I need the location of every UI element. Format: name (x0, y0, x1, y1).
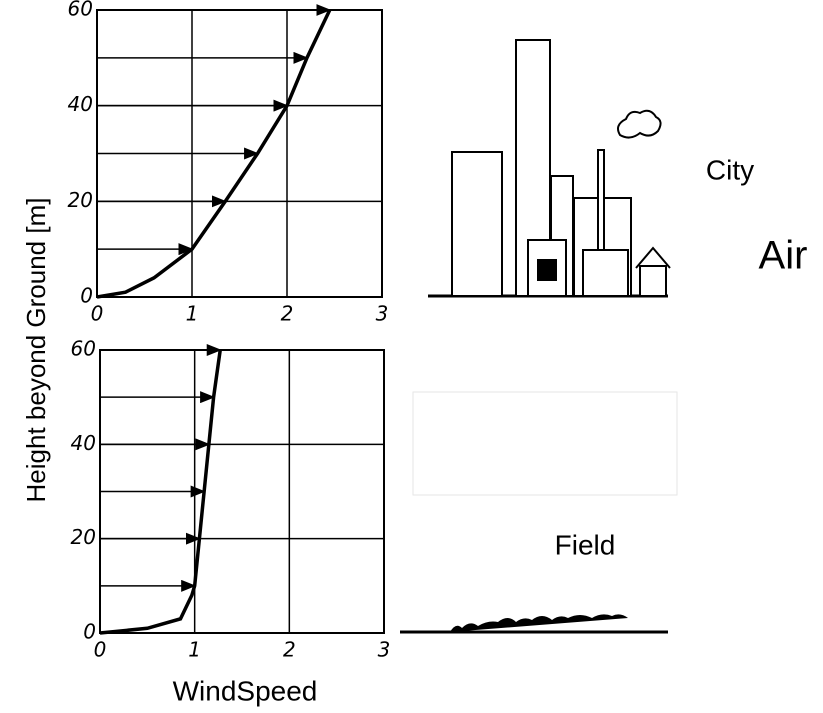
y-tick-label: 40 (71, 431, 96, 455)
y-tick-label: 20 (71, 525, 96, 549)
figure: Height beyond Ground [m] WindSpeed City … (0, 0, 823, 713)
y-axis-label: Height beyond Ground [m] (21, 198, 51, 503)
city-label: City (706, 154, 754, 185)
x-tick-label: 2 (283, 638, 296, 662)
x-axis-label: WindSpeed (173, 675, 318, 706)
field-illustration (400, 392, 677, 632)
y-tick-label: 20 (68, 188, 93, 212)
field-label: Field (555, 529, 616, 560)
y-tick-label: 60 (68, 0, 93, 21)
x-tick-label: 3 (378, 638, 391, 662)
x-tick-label: 3 (376, 302, 389, 326)
y-tick-label: 40 (68, 92, 93, 116)
x-tick-label: 1 (188, 638, 201, 662)
city-illustration (428, 40, 670, 296)
air-label: Air (759, 234, 808, 278)
x-tick-label: 1 (186, 302, 199, 326)
x-tick-label: 2 (281, 302, 294, 326)
y-tick-label: 0 (83, 620, 96, 644)
y-tick-label: 60 (71, 337, 96, 361)
y-tick-label: 0 (80, 284, 93, 308)
